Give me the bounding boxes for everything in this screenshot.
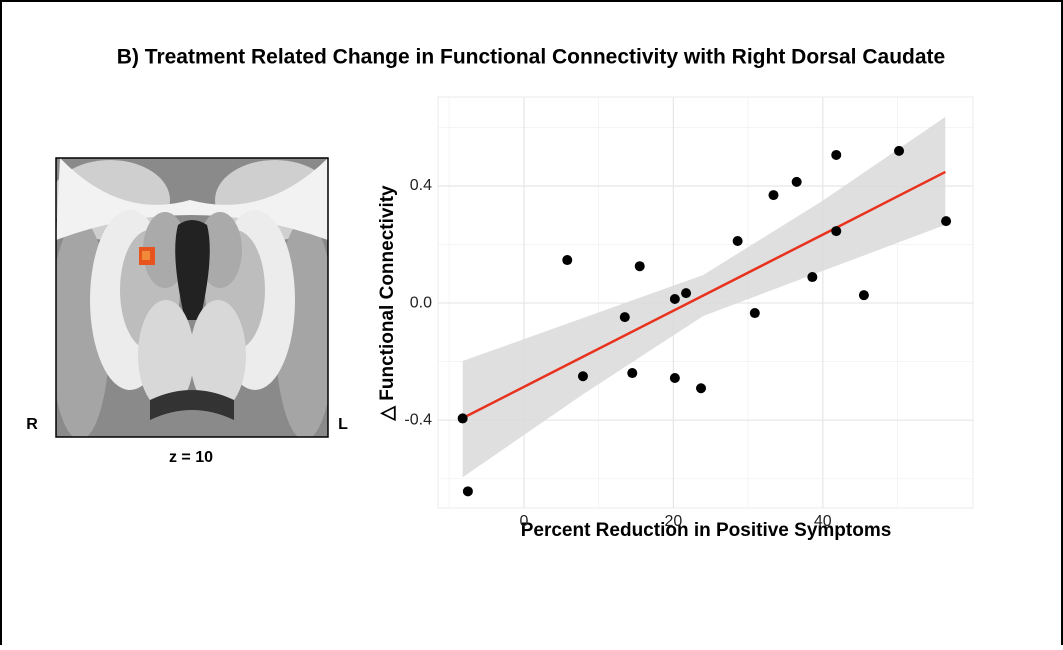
y-tick-label: -0.4 — [404, 411, 432, 428]
data-point — [463, 486, 473, 496]
y-tick-label: 0.0 — [410, 294, 432, 311]
data-point — [696, 383, 706, 393]
slice-label: z = 10 — [169, 449, 213, 466]
data-point — [578, 371, 588, 381]
data-point — [733, 236, 743, 246]
x-axis-label: Percent Reduction in Positive Symptoms — [521, 520, 892, 541]
data-point — [627, 368, 637, 378]
data-point — [681, 288, 691, 298]
data-point — [831, 226, 841, 236]
data-point — [458, 413, 468, 423]
data-point — [750, 308, 760, 318]
figure: B) Treatment Related Change in Functiona… — [0, 0, 1063, 645]
brain-image — [50, 158, 335, 440]
data-point — [859, 290, 869, 300]
data-point — [807, 272, 817, 282]
data-point — [635, 261, 645, 271]
data-point — [670, 373, 680, 383]
x-tick-label: 40 — [814, 513, 832, 530]
x-tick-label: 0 — [519, 513, 528, 530]
data-point — [792, 177, 802, 187]
data-point — [670, 294, 680, 304]
left-label: L — [338, 416, 348, 433]
data-point — [894, 146, 904, 156]
data-point — [768, 190, 778, 200]
right-label: R — [26, 416, 38, 433]
data-point — [562, 255, 572, 265]
data-point — [620, 312, 630, 322]
y-tick-label: 0.4 — [410, 177, 432, 194]
data-point — [831, 150, 841, 160]
x-tick-label: 20 — [664, 513, 682, 530]
data-point — [941, 216, 951, 226]
title: B) Treatment Related Change in Functiona… — [117, 46, 945, 69]
y-axis-label: △ Functional Connectivity — [377, 185, 398, 422]
